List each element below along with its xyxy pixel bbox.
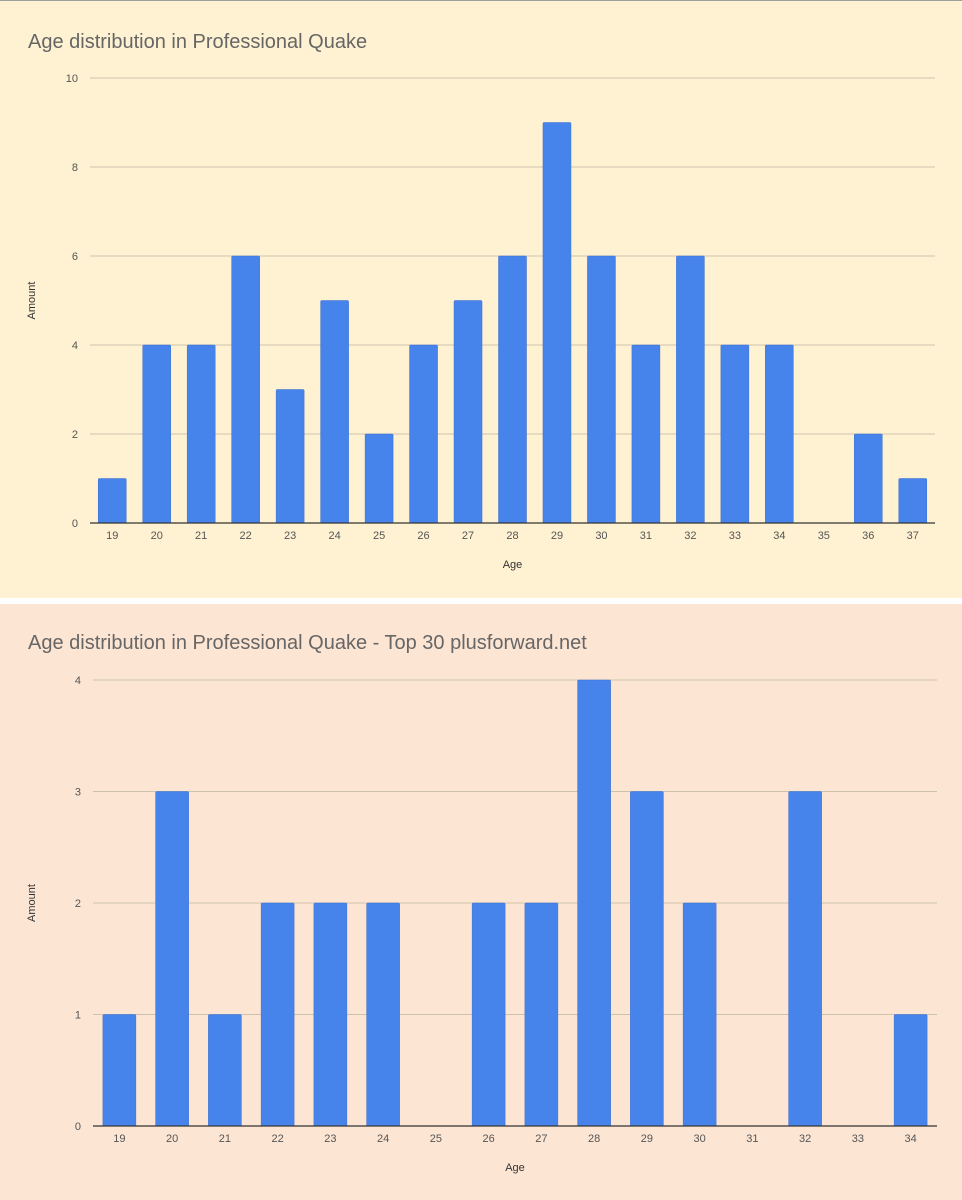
y-tick-label: 4	[75, 675, 81, 687]
x-axis-ticks: 19 20 21 22 23 24 25 26 27 28 29 30 31 32 33 34 35 36 37	[106, 530, 919, 542]
x-tick-label: 23	[284, 530, 296, 542]
x-tick-label: 28	[506, 530, 518, 542]
x-tick-label: 29	[641, 1133, 653, 1145]
x-tick-label: 24	[377, 1133, 389, 1145]
bar-age-30	[682, 902, 717, 1127]
bars	[102, 679, 928, 1127]
x-tick-label: 27	[535, 1133, 547, 1145]
bar-age-32	[676, 255, 705, 524]
bar-age-36	[854, 433, 883, 524]
y-axis-label: Amount	[26, 884, 38, 922]
bar-age-29	[630, 791, 664, 1127]
x-tick-label: 20	[151, 530, 163, 542]
y-tick-label: 0	[72, 518, 78, 530]
x-tick-label: 32	[799, 1133, 811, 1145]
bar-age-22	[260, 902, 295, 1127]
x-tick-label: 23	[324, 1133, 336, 1145]
bar-age-21	[208, 1014, 242, 1127]
bar-age-26	[471, 902, 506, 1127]
x-tick-label: 26	[417, 530, 429, 542]
chart-panel-age-distribution: Age distribution in Professional Quake 0…	[0, 0, 962, 598]
x-tick-label: 36	[862, 530, 874, 542]
y-axis-ticks: 0 1 2 3 4	[75, 675, 81, 1133]
bar-age-25	[364, 433, 394, 524]
bar-age-34	[765, 344, 794, 524]
y-tick-label: 3	[75, 787, 81, 799]
x-axis-label: Age	[503, 559, 523, 571]
x-tick-label: 22	[272, 1133, 284, 1145]
bar-age-24	[366, 902, 400, 1127]
bar-age-27	[524, 902, 559, 1127]
y-tick-label: 8	[72, 162, 78, 174]
bar-age-34	[893, 1014, 928, 1127]
chart-panel-age-distribution-top30: Age distribution in Professional Quake -…	[0, 604, 962, 1200]
x-tick-label: 31	[640, 530, 652, 542]
y-tick-label: 10	[66, 73, 78, 85]
x-tick-label: 32	[684, 530, 696, 542]
x-tick-label: 35	[818, 530, 830, 542]
x-tick-label: 28	[588, 1133, 600, 1145]
y-tick-label: 2	[72, 429, 78, 441]
y-tick-label: 1	[75, 1010, 81, 1022]
y-axis-ticks: 0 2 4 6 8 10	[66, 73, 78, 530]
bar-age-28	[498, 255, 527, 524]
x-tick-label: 30	[694, 1133, 706, 1145]
bar-age-32	[788, 791, 822, 1127]
y-tick-label: 0	[75, 1121, 81, 1133]
x-tick-label: 25	[430, 1133, 442, 1145]
x-tick-label: 21	[219, 1133, 231, 1145]
x-tick-label: 37	[907, 530, 919, 542]
x-tick-label: 30	[595, 530, 607, 542]
bar-age-31	[631, 344, 661, 524]
bars	[97, 122, 928, 524]
x-tick-label: 25	[373, 530, 385, 542]
x-axis-label: Age	[505, 1162, 525, 1174]
y-tick-label: 4	[72, 340, 78, 352]
bar-age-19	[102, 1014, 137, 1127]
x-tick-label: 19	[106, 530, 118, 542]
bar-age-23	[275, 389, 305, 524]
x-tick-label: 22	[240, 530, 252, 542]
y-tick-label: 6	[72, 251, 78, 263]
x-tick-label: 19	[113, 1133, 125, 1145]
x-tick-label: 34	[773, 530, 785, 542]
bar-age-20	[155, 791, 189, 1127]
x-axis-ticks: 19 20 21 22 23 24 25 26 27 28 29 30 31 32 33 34	[113, 1133, 917, 1145]
bar-age-22	[231, 255, 260, 524]
y-tick-label: 2	[75, 898, 81, 910]
bar-age-21	[186, 344, 216, 524]
chart-title: Age distribution in Professional Quake	[28, 31, 368, 53]
bar-age-27	[453, 300, 483, 524]
bar-age-33	[720, 344, 750, 524]
bar-age-23	[313, 902, 348, 1127]
x-tick-label: 34	[905, 1133, 917, 1145]
x-tick-label: 20	[166, 1133, 178, 1145]
x-tick-label: 33	[852, 1133, 864, 1145]
y-axis-label: Amount	[26, 282, 38, 320]
x-tick-label: 26	[483, 1133, 495, 1145]
bar-age-30	[587, 255, 616, 524]
x-tick-label: 24	[328, 530, 340, 542]
bar-age-29	[542, 122, 572, 524]
x-tick-label: 33	[729, 530, 741, 542]
bar-age-37	[898, 478, 928, 524]
x-tick-label: 31	[746, 1133, 758, 1145]
chart-title: Age distribution in Professional Quake -…	[28, 632, 587, 654]
x-tick-label: 21	[195, 530, 207, 542]
x-tick-label: 29	[551, 530, 563, 542]
bar-age-24	[320, 300, 349, 524]
bar-age-28	[577, 679, 611, 1127]
bar-age-19	[97, 478, 127, 524]
x-tick-label: 27	[462, 530, 474, 542]
bar-age-20	[142, 344, 171, 524]
bar-age-26	[409, 344, 438, 524]
